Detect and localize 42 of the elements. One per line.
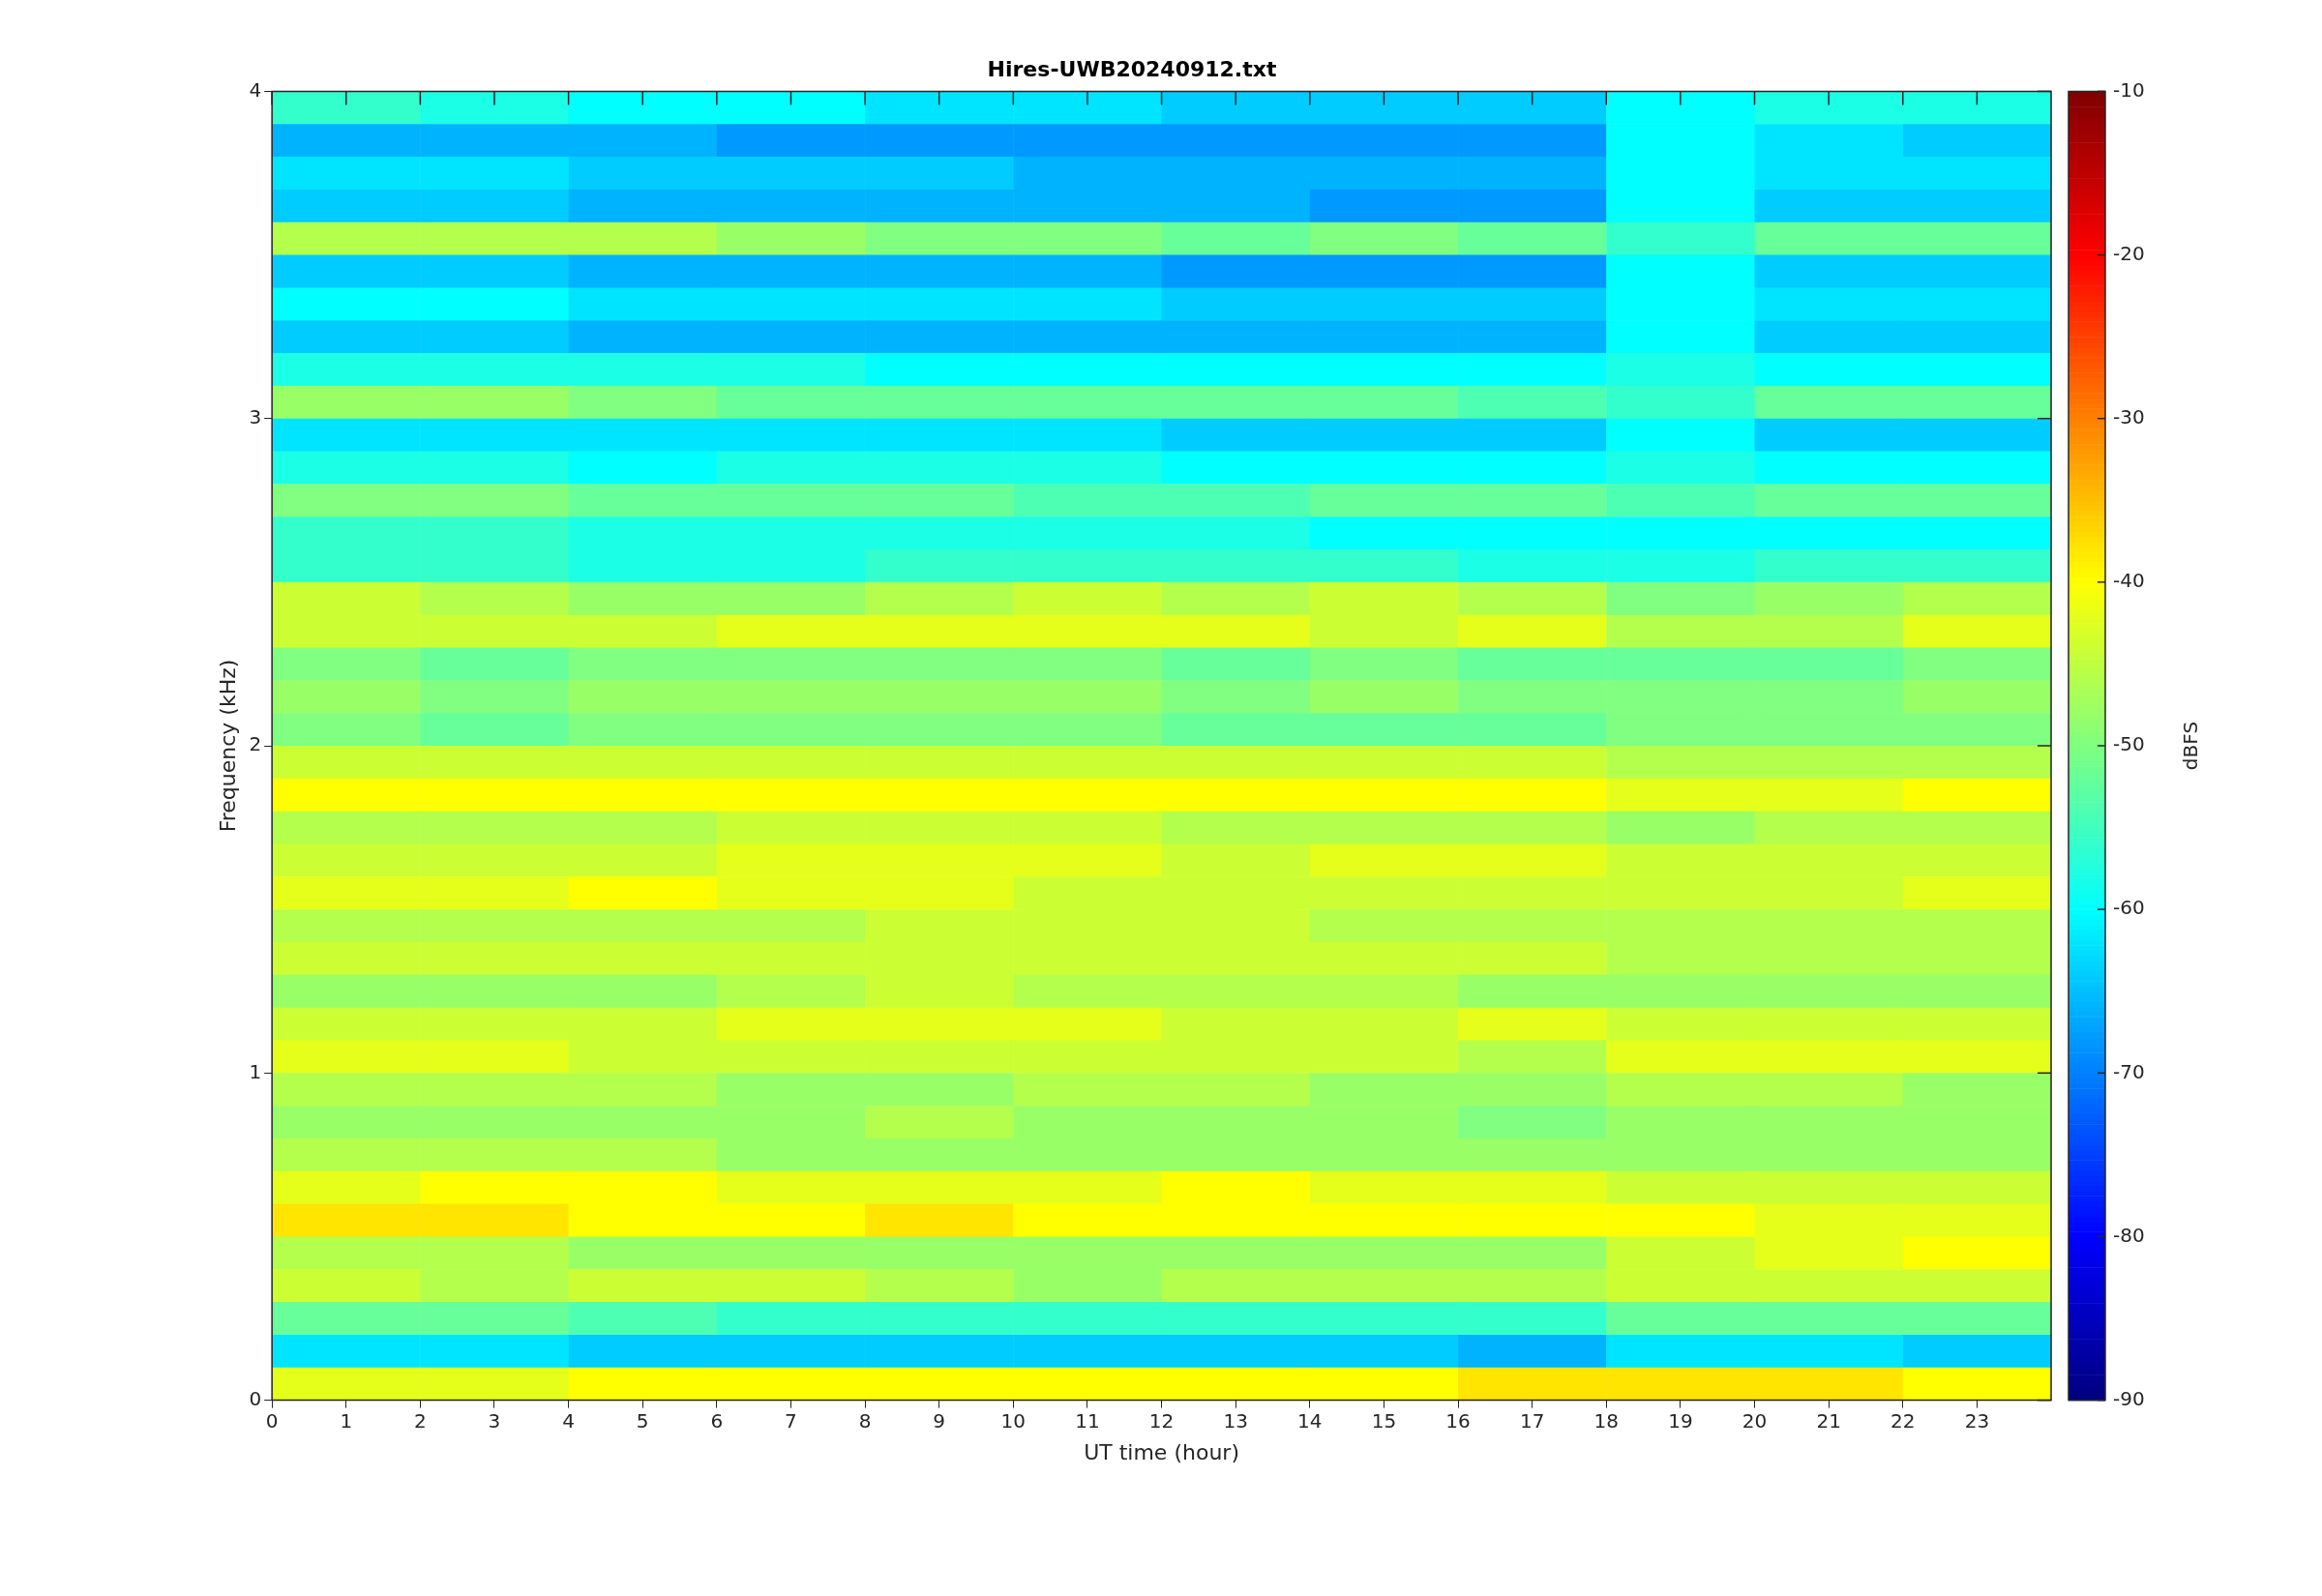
x-tick-label: 19 bbox=[1668, 1408, 1693, 1433]
chart-title: Hires-UWB20240912.txt bbox=[987, 56, 1277, 81]
color-bar-label: -70 bbox=[2113, 1059, 2145, 1083]
y-tick-label: 4 bbox=[249, 77, 262, 102]
color-bar-label: -60 bbox=[2113, 896, 2145, 920]
y-tick-label: 2 bbox=[249, 732, 262, 756]
x-tick-label: 2 bbox=[414, 1408, 427, 1433]
x-tick-label: 8 bbox=[858, 1408, 872, 1433]
x-tick-label: 18 bbox=[1593, 1408, 1620, 1433]
y-tick-label: 0 bbox=[249, 1386, 262, 1410]
y-axis-title: Frequency (kHz) bbox=[215, 659, 240, 833]
x-tick-label: 6 bbox=[710, 1408, 724, 1433]
color-bar-label: -90 bbox=[2113, 1386, 2145, 1410]
x-tick-label: 5 bbox=[636, 1408, 649, 1433]
color-bar-label: -30 bbox=[2113, 404, 2145, 429]
x-tick-label: 3 bbox=[488, 1408, 501, 1433]
x-tick-label: 14 bbox=[1297, 1408, 1323, 1433]
x-tick-label: 15 bbox=[1371, 1408, 1397, 1433]
x-tick-label: 11 bbox=[1075, 1408, 1100, 1433]
x-tick-label: 23 bbox=[1964, 1408, 1990, 1433]
x-tick-label: 0 bbox=[265, 1408, 279, 1433]
x-tick-label: 20 bbox=[1742, 1408, 1768, 1433]
x-tick-label: 4 bbox=[562, 1408, 575, 1433]
y-tick-label: 3 bbox=[249, 404, 262, 429]
color-bar-label: -50 bbox=[2113, 732, 2145, 756]
color-bar-label: -80 bbox=[2113, 1223, 2145, 1247]
x-tick-label: 10 bbox=[1000, 1408, 1027, 1433]
color-bar-label: -20 bbox=[2113, 241, 2145, 265]
color-bar-label: -10 bbox=[2113, 77, 2145, 102]
x-tick-label: 9 bbox=[933, 1408, 946, 1433]
x-tick-label: 12 bbox=[1148, 1408, 1175, 1433]
x-tick-label: 21 bbox=[1816, 1408, 1841, 1433]
color-bar-label: -40 bbox=[2113, 569, 2145, 593]
x-tick-label: 16 bbox=[1445, 1408, 1471, 1433]
y-tick-label: 1 bbox=[249, 1059, 262, 1083]
x-tick-label: 1 bbox=[340, 1408, 353, 1433]
x-tick-label: 7 bbox=[785, 1408, 797, 1433]
x-tick-label: 17 bbox=[1519, 1408, 1545, 1433]
x-tick-label: 13 bbox=[1223, 1408, 1248, 1433]
x-tick-label: 22 bbox=[1890, 1408, 1916, 1433]
x-axis-title: UT time (hour) bbox=[1084, 1439, 1239, 1464]
color-bar-title: dBFS bbox=[2179, 721, 2203, 771]
